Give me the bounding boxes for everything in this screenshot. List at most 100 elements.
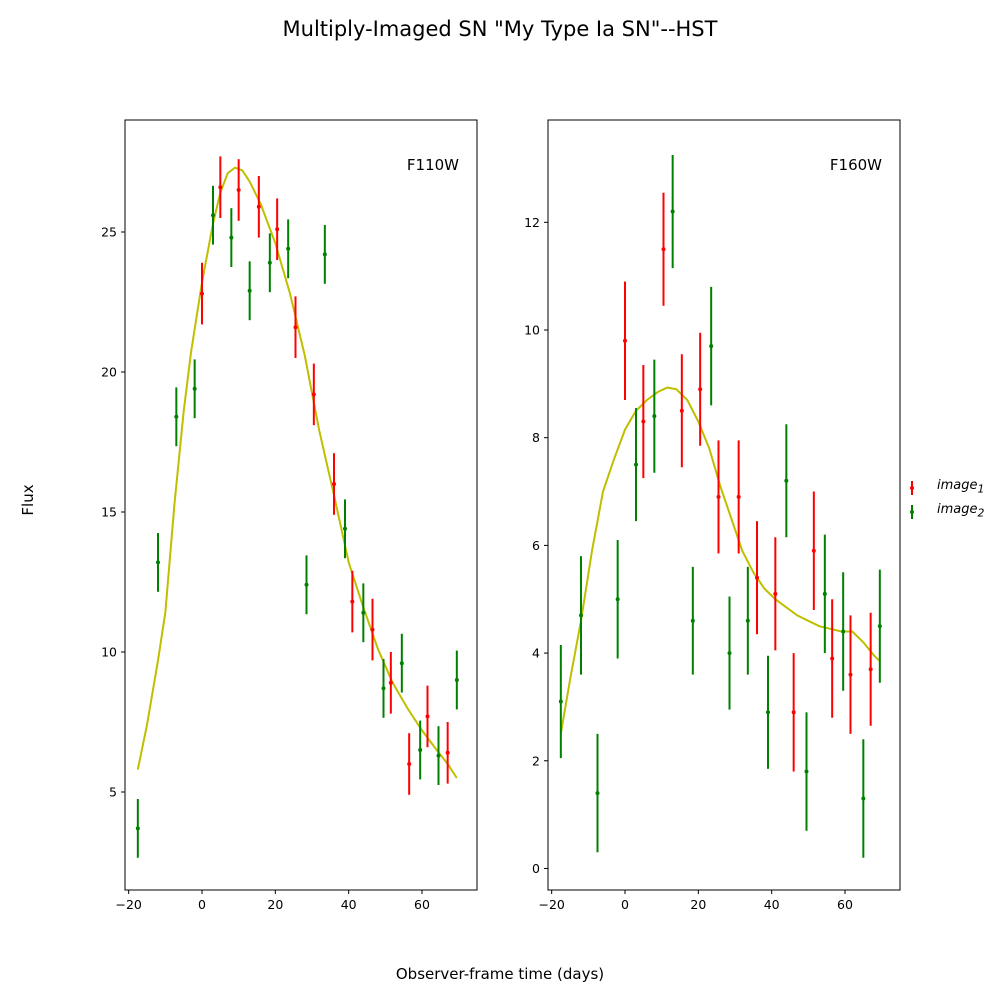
panel-1-y-tick-label: 5 [109, 785, 117, 800]
panel-2-image-2-point [766, 710, 770, 715]
panel-1-image-2-point [267, 260, 272, 265]
panel-2-y-tick-label: 2 [532, 753, 540, 768]
panel-2-image-2-point [877, 624, 882, 629]
panel-1-image-1-point [350, 599, 355, 604]
panel-1-image-2-point [399, 661, 404, 666]
panel-2-image-2-point [670, 209, 675, 214]
panel-1-image-2-point [229, 235, 234, 240]
panel-2-image-1-point [698, 387, 703, 392]
panel-2-image-1-point [736, 494, 741, 499]
panel-2-image-2-point [615, 597, 620, 602]
panel-1-image-2-point [322, 252, 327, 257]
panel-2-image-1-point [661, 247, 666, 252]
panel-1-image-1-point [332, 482, 336, 486]
panel-1-y-tick-label: 25 [101, 225, 117, 240]
panel-2-y-tick-label: 12 [524, 215, 540, 230]
legend-label-image-2: image2 [937, 502, 985, 520]
panel-1-image-1-point [311, 392, 316, 397]
panel-2-x-tick-label: 40 [764, 897, 780, 912]
legend-entry-image-1: image1 [903, 476, 1000, 500]
panel-1-image-2-point [304, 582, 309, 587]
panel-1-image-1-point [256, 204, 261, 209]
panel-2-image-2-point [595, 791, 600, 796]
panel-2-image-2-point [861, 796, 866, 801]
panel-2-image-2-point [634, 462, 638, 467]
panel-1-image-2-point [211, 213, 215, 218]
panel-1-image-1-point [293, 325, 298, 330]
panel-1-image-1-point [236, 188, 241, 192]
panel-2-image-2-point [841, 629, 846, 634]
panel-f110w: −20 0 20 40 60 5 10 15 20 25 F110W [101, 119, 478, 912]
panel-1-image-2-point [192, 386, 197, 391]
panel-2-image-1-point [755, 575, 759, 580]
panel-2-image-1-point [679, 408, 684, 413]
legend-entry-image-2: image2 [903, 500, 1000, 524]
panel-1-x-tick-label: 0 [198, 897, 206, 912]
panel-1-image-2-point [286, 246, 291, 251]
panel-2-image-2-point [727, 651, 732, 656]
panel-2-x-tick-label: 20 [690, 897, 706, 912]
panel-1-filter-label: F110W [407, 156, 459, 174]
panel-1-image-2-point [156, 560, 160, 565]
panel-1-image-2-point [436, 753, 441, 758]
panel-f160w: −20 0 20 40 60 0 2 4 6 8 10 12 F160W [524, 119, 901, 912]
panel-1-image-2-point [381, 686, 386, 691]
panel-1-axes-frame [124, 119, 478, 891]
panel-2-y-tick-label: 4 [532, 646, 540, 661]
panel-1-y-tick-label: 15 [101, 505, 117, 520]
panel-1-image-2-point [247, 288, 252, 293]
panel-1-image-2-point [174, 414, 179, 419]
panel-2-image-2-point [652, 414, 657, 419]
panel-1-image-2-point [454, 678, 459, 682]
panel-1-image-1-point [407, 762, 412, 766]
panel-2-image-2-point [709, 344, 714, 349]
panel-2-image-1-point [848, 672, 853, 677]
panel-1-image-1-point [388, 680, 393, 685]
panel-2-image-1-point [868, 667, 873, 672]
legend-marker-image-1 [910, 481, 914, 495]
panel-1-image-1-point [275, 227, 280, 232]
panel-2-image-1-point [623, 338, 627, 343]
panel-1-image-2-point [343, 526, 347, 531]
panel-1-image-2-point [135, 826, 140, 831]
panel-2-image-1-point [773, 591, 778, 596]
panel-1-x-tick-label: 20 [267, 897, 283, 912]
panel-1-x-tick-label: −20 [115, 897, 141, 912]
legend-label-image-1: image1 [937, 478, 985, 496]
panel-2-image-2-point [822, 591, 827, 596]
panel-1-x-tick-label: 40 [341, 897, 357, 912]
panel-2-y-tick-label: 6 [532, 538, 540, 553]
panel-1-image-2-point [361, 610, 366, 615]
panel-2-image-2-point [784, 478, 789, 483]
panel-1-image-2-point [418, 748, 423, 752]
y-axis-label: Flux [19, 484, 37, 516]
panel-2-image-2-point [579, 613, 583, 618]
panel-1-x-tick-label: 60 [414, 897, 430, 912]
panel-2-x-tick-label: 0 [621, 897, 629, 912]
panel-2-image-2-point [558, 699, 563, 704]
panel-2-image-2-point [690, 618, 695, 623]
panel-2-image-1-point [791, 710, 796, 715]
panel-1-image-1-point [200, 291, 204, 296]
panel-1-image-1-point [425, 714, 430, 719]
panel-1-image-1-point [445, 750, 450, 755]
panel-2-y-tick-label: 10 [524, 323, 540, 338]
panel-2-image-1-point [716, 494, 721, 499]
panel-2-filter-label: F160W [830, 156, 882, 174]
legend: image1 image2 [903, 476, 1000, 524]
panel-2-model-curve [559, 386, 881, 734]
panel-1-image-1-point [370, 627, 375, 632]
panel-1-y-tick-label: 10 [101, 645, 117, 660]
panel-2-x-tick-label: 60 [837, 897, 853, 912]
legend-marker-image-2 [910, 505, 914, 519]
panel-2-axes-frame [547, 119, 901, 891]
panel-2-image-2-point [745, 618, 750, 623]
x-axis-label: Observer-frame time (days) [395, 965, 605, 983]
panel-1-model-curve [136, 166, 458, 779]
panel-2-image-1-point [811, 548, 816, 553]
panel-2-image-1-point [641, 419, 646, 424]
panel-2-y-tick-label: 8 [532, 430, 540, 445]
panel-2-image-1-point [830, 656, 835, 661]
